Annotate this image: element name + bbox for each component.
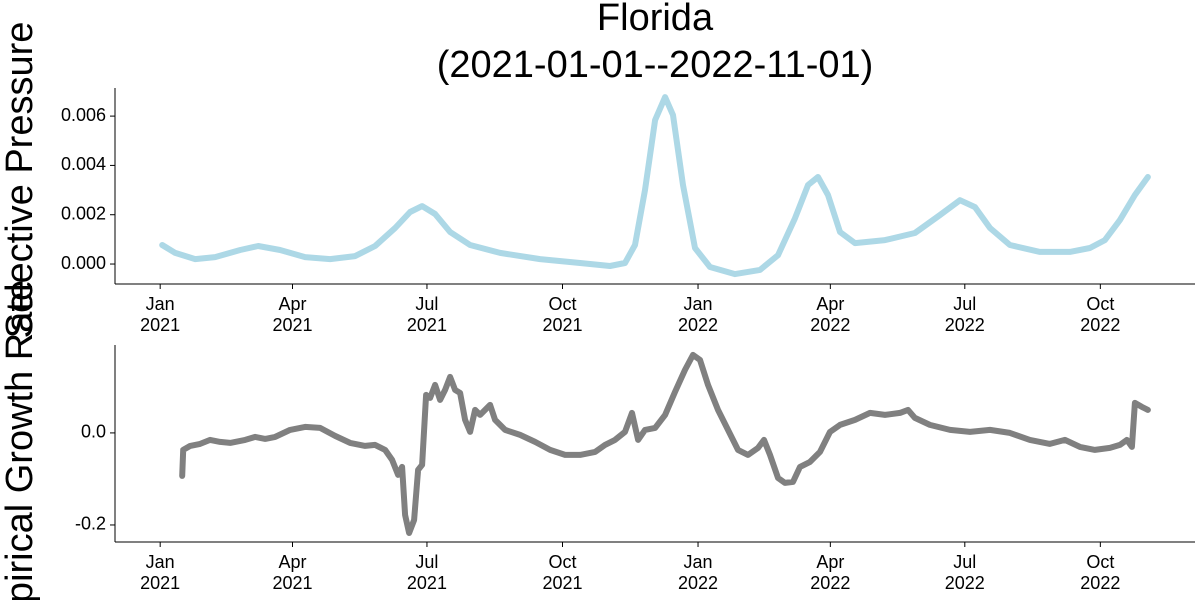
x-tick-label: Jul 2022 [944,552,985,593]
y-tick-label: -0.2 [75,514,106,534]
y-tick-label: 0.0 [81,422,106,442]
x-tick-label: Apr 2021 [272,294,313,335]
x-tick-label: Oct 2022 [1080,294,1121,335]
x-tick-label: Jan 2021 [140,552,181,593]
y-tick-label: 0.006 [61,105,106,125]
line [159,94,1151,278]
x-tick-label: Apr 2021 [272,552,313,593]
y-tick-label: 0.000 [61,253,106,273]
x-tick-label: Apr 2022 [810,294,851,335]
x-tick-label: Jul 2021 [406,294,447,335]
x-tick-label: Oct 2022 [1080,552,1121,593]
y-axis-label: Empirical Growth Rate [0,280,41,600]
x-tick-label: Jan 2022 [677,552,719,593]
x-tick-label: Jul 2022 [944,294,985,335]
y-axis-label: Selective Pressure [0,22,41,339]
x-tick-label: Jan 2021 [140,294,181,335]
chart-subtitle: (2021-01-01--2022-11-01) [437,44,874,86]
x-tick-label: Oct 2021 [542,552,583,593]
x-tick-label: Jul 2021 [406,552,447,593]
y-tick-label: 0.002 [61,203,106,223]
x-tick-label: Apr 2022 [810,552,851,593]
x-tick-label: Oct 2021 [542,294,583,335]
x-tick-label: Jan 2022 [677,294,719,335]
line [179,351,1151,536]
chart-title: Florida [597,0,714,39]
y-tick-label: 0.004 [61,154,106,174]
